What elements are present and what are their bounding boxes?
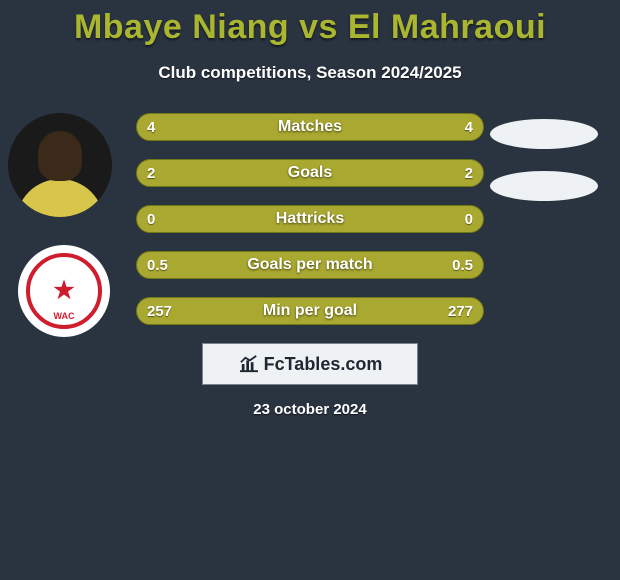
comparison-panel: ★ WAC 4Matches42Goals20Hattricks00.5Goal…: [0, 113, 620, 325]
date-text: 23 october 2024: [0, 401, 620, 418]
stat-left-value: 4: [147, 114, 155, 140]
stat-left-value: 2: [147, 160, 155, 186]
page-subtitle: Club competitions, Season 2024/2025: [0, 63, 620, 83]
player-right-club-badge: ★ WAC: [18, 245, 110, 337]
stat-bar: 4Matches4: [136, 113, 484, 141]
stat-right-value: 277: [448, 298, 473, 324]
stat-label: Goals: [137, 160, 483, 186]
right-decoration-column: [490, 119, 610, 223]
stat-bar: 2Goals2: [136, 159, 484, 187]
avatar-jersey: [16, 179, 104, 217]
avatar-face: [38, 131, 82, 181]
stat-label: Matches: [137, 114, 483, 140]
badge-text: WAC: [54, 311, 75, 321]
stat-right-value: 2: [465, 160, 473, 186]
stat-left-value: 0: [147, 206, 155, 232]
stat-right-value: 0: [465, 206, 473, 232]
stat-right-value: 0.5: [452, 252, 473, 278]
ellipse-placeholder: [490, 171, 598, 201]
stat-bar: 257Min per goal277: [136, 297, 484, 325]
chart-icon: [238, 355, 260, 373]
branding-text: FcTables.com: [264, 354, 383, 375]
stat-left-value: 257: [147, 298, 172, 324]
stat-label: Goals per match: [137, 252, 483, 278]
stat-right-value: 4: [465, 114, 473, 140]
badge-star-icon: ★: [53, 284, 75, 298]
left-player-column: ★ WAC: [8, 113, 118, 337]
stat-label: Min per goal: [137, 298, 483, 324]
stat-label: Hattricks: [137, 206, 483, 232]
stat-bar: 0.5Goals per match0.5: [136, 251, 484, 279]
branding-badge: FcTables.com: [202, 343, 418, 385]
stat-bar: 0Hattricks0: [136, 205, 484, 233]
ellipse-placeholder: [490, 119, 598, 149]
stat-bars: 4Matches4 2Goals2 0Hattricks0 0.5Goals per …: [136, 113, 484, 325]
page-title: Mbaye Niang vs El Mahraoui: [0, 0, 620, 47]
stat-left-value: 0.5: [147, 252, 168, 278]
player-left-avatar: [8, 113, 112, 217]
